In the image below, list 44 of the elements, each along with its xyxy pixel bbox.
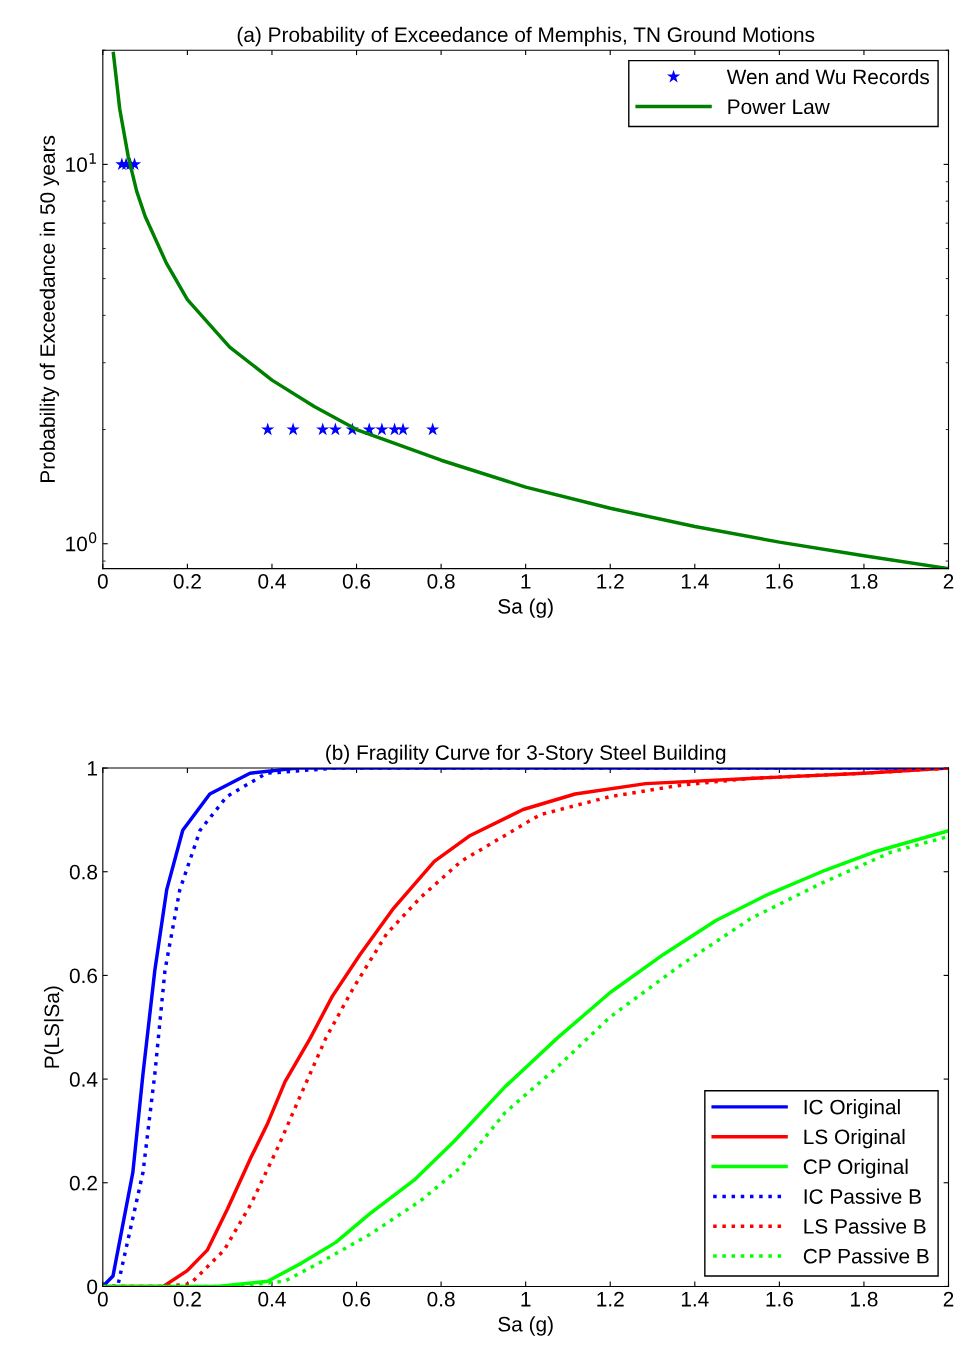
x-tick-label: 1.2 — [597, 573, 624, 589]
x-tick-label: 1.4 — [681, 1292, 709, 1307]
x-tick-label: 0.6 — [342, 1291, 371, 1307]
x-tick-label: 1.6 — [766, 1291, 793, 1307]
x-axis-title: Sa (g) — [498, 598, 553, 618]
legend-label: Power Law — [728, 99, 830, 115]
x-tick-label: 0.4 — [258, 573, 286, 589]
x-tick-label: 0.6 — [342, 573, 371, 589]
chart-title: (b) Fragility Curve for 3-Story Steel Building — [326, 744, 726, 765]
legend-label: LS Original — [804, 1128, 905, 1149]
x-tick-label: 0.4 — [258, 1291, 286, 1307]
x-tick-label: 1.6 — [766, 573, 793, 589]
x-tick-label: 0 — [97, 573, 108, 589]
x-tick-label: 0.2 — [173, 1291, 201, 1307]
x-tick-label: 1.8 — [851, 573, 878, 589]
x-tick-label: 2 — [943, 1291, 954, 1307]
legend-label: LS Passive B — [804, 1218, 926, 1234]
x-axis-title: Sa (g) — [498, 1316, 553, 1336]
y-tick-label: 0.8 — [69, 864, 98, 880]
x-tick-label: 2 — [943, 573, 954, 589]
y-tick-label: 1 — [87, 761, 97, 776]
x-tick-label: 0.8 — [427, 1291, 455, 1307]
x-tick-label: 1.8 — [851, 1291, 878, 1307]
legend-label: Wen and Wu Records — [726, 68, 930, 85]
y-tick-label: 0.2 — [69, 1175, 97, 1191]
y-tick-label: 0.6 — [69, 968, 98, 984]
y-axis-title: P(LS|Sa) — [43, 986, 64, 1068]
x-tick-label: 0.2 — [173, 573, 201, 589]
legend-label: IC Passive B — [804, 1188, 921, 1204]
y-tick-label: 0.4 — [69, 1072, 98, 1087]
y-axis-title: Probability of Exceedance in 50 years — [39, 135, 60, 482]
legend-label: CP Passive B — [803, 1248, 929, 1264]
x-tick-label: 1.2 — [597, 1291, 624, 1307]
legend-label: IC Original — [804, 1099, 900, 1119]
chart-title: (a) Probability of Exceedance of Memphis, TN Ground Motions — [237, 26, 815, 47]
x-tick-label: 0.8 — [427, 573, 455, 589]
y-tick-label: 10$^{0}$ — [66, 532, 97, 552]
y-tick-label: 0 — [87, 1279, 98, 1295]
legend-label: CP Original — [803, 1158, 908, 1179]
y-tick-label: 10$^{1}$ — [66, 153, 96, 173]
x-tick-label: 0 — [97, 1291, 108, 1307]
x-tick-label: 1 — [521, 574, 531, 589]
x-tick-label: 1.4 — [681, 574, 709, 589]
x-tick-label: 1 — [521, 1292, 531, 1307]
